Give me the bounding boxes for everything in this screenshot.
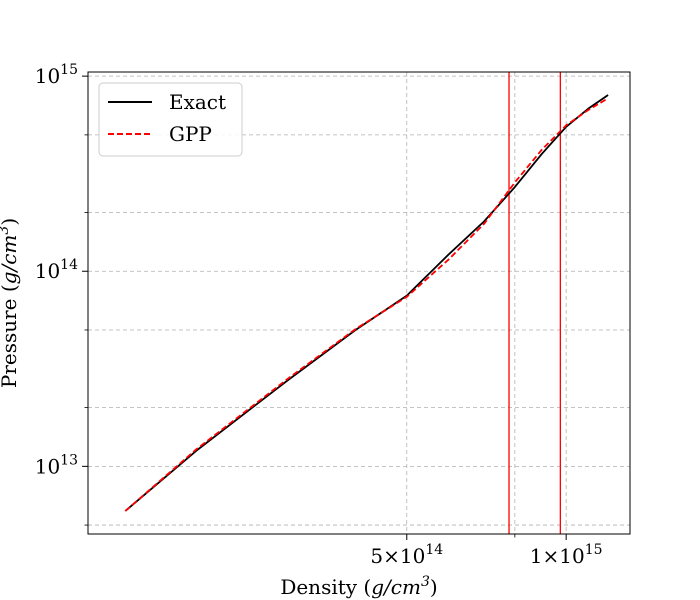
series-layer (124, 94, 609, 512)
vertical-marker-lines (508, 72, 561, 534)
x-tick-label: 1×1015 (530, 542, 603, 568)
grid-layer (88, 72, 630, 534)
x-tick-label: 5×1014 (370, 542, 443, 568)
y-tick-label: 1014 (35, 257, 78, 283)
x-axis-label: Density (g/cm3) (280, 574, 437, 599)
y-axis-label: Pressure (g/cm3) (0, 218, 21, 388)
series-line-exact (124, 94, 609, 512)
legend-label-gpp: GPP (169, 122, 212, 146)
legend-label-exact: Exact (169, 90, 226, 114)
y-tick-label: 1015 (35, 62, 78, 88)
legend: Exact GPP (98, 82, 243, 157)
series-line-gpp (124, 97, 609, 512)
y-tick-label: 1013 (35, 452, 78, 478)
tick-layer: 5×1014 1×1015 1013 1014 1015 (35, 62, 603, 568)
plot-frame (87, 71, 631, 535)
